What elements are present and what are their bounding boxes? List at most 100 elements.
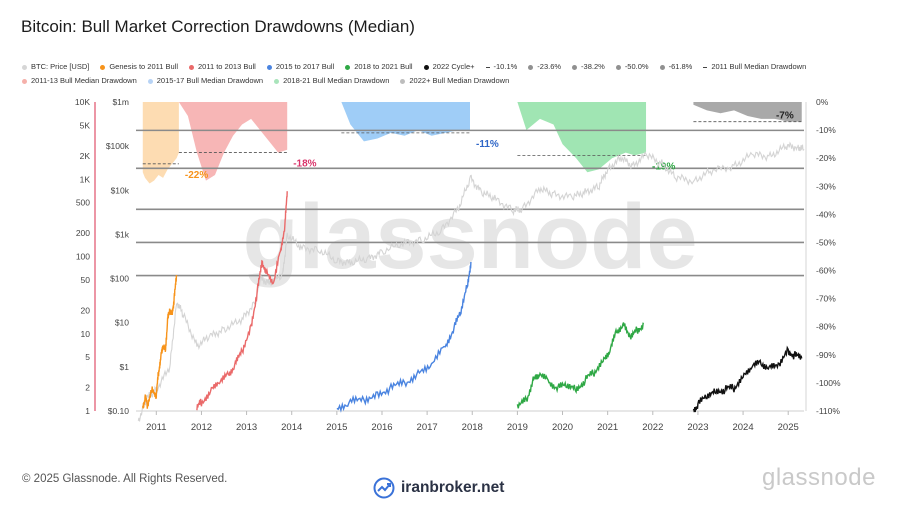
legend-marker bbox=[528, 64, 534, 70]
legend-label: -61.8% bbox=[668, 62, 693, 71]
legend-marker bbox=[22, 64, 27, 70]
median-drawdown-label: -11% bbox=[476, 139, 499, 150]
legend-marker bbox=[274, 78, 280, 84]
price-axis-label: $1k bbox=[115, 229, 129, 239]
legend-item[interactable]: -61.8% bbox=[659, 62, 693, 71]
x-tick-label: 2017 bbox=[417, 422, 438, 433]
legend-label: 2018-21 Bull Median Drawdown bbox=[283, 76, 390, 85]
legend-item[interactable]: -10.1% bbox=[485, 62, 517, 71]
price-axis-label: $10 bbox=[115, 318, 129, 328]
iranbroker-icon bbox=[373, 477, 395, 499]
cycle-series-line bbox=[196, 191, 288, 411]
median-drawdown-label: -19% bbox=[652, 161, 675, 172]
right-axis-label: -60% bbox=[816, 266, 836, 276]
cycle-series-line bbox=[142, 275, 178, 409]
legend-item[interactable]: 2011 Bull Median Drawdown bbox=[703, 62, 806, 71]
watermark-text: iranbroker.net bbox=[401, 479, 505, 496]
x-tick-label: 2016 bbox=[371, 422, 392, 433]
median-drawdown-label: -22% bbox=[185, 170, 208, 181]
legend-label: 2011-13 Bull Median Drawdown bbox=[31, 76, 137, 85]
x-tick-label: 2019 bbox=[507, 422, 528, 433]
median-drawdown-label: -7% bbox=[776, 111, 794, 122]
legend-marker bbox=[147, 78, 153, 84]
x-tick-label: 2020 bbox=[552, 422, 573, 433]
left-axis-label: 10 bbox=[81, 329, 91, 339]
legend-label: 2011 Bull Median Drawdown bbox=[711, 62, 807, 71]
median-drawdown-label: -18% bbox=[293, 159, 316, 170]
legend-marker bbox=[100, 64, 106, 70]
right-axis-label: 0% bbox=[816, 97, 829, 107]
left-axis-label: 1 bbox=[85, 406, 90, 416]
drawdown-band bbox=[178, 102, 288, 181]
chart-title: Bitcoin: Bull Market Correction Drawdown… bbox=[21, 17, 415, 36]
legend-marker bbox=[22, 78, 27, 84]
x-tick-label: 2024 bbox=[732, 422, 753, 433]
x-tick-label: 2023 bbox=[687, 422, 708, 433]
right-axis-label: -80% bbox=[816, 322, 836, 332]
right-axis-label: -50% bbox=[816, 237, 836, 247]
left-axis-label: 100 bbox=[76, 252, 90, 262]
legend-label: 2015-17 Bull Median Drawdown bbox=[156, 76, 264, 85]
legend-label: -23.6% bbox=[537, 62, 562, 71]
left-axis-label: 50 bbox=[81, 275, 91, 285]
left-axis-label: 1K bbox=[80, 174, 91, 184]
legend-item[interactable]: 2015 to 2017 Bull bbox=[266, 62, 334, 71]
legend-item[interactable]: BTC: Price [USD] bbox=[22, 62, 89, 71]
right-axis-label: -40% bbox=[816, 209, 836, 219]
copyright: © 2025 Glassnode. All Rights Reserved. bbox=[22, 473, 228, 485]
legend-marker bbox=[400, 78, 406, 84]
x-tick-label: 2015 bbox=[326, 422, 347, 433]
left-axis-label: 2 bbox=[85, 383, 90, 393]
legend-item[interactable]: -38.2% bbox=[572, 62, 605, 71]
drawdown-band bbox=[142, 102, 179, 184]
legend-marker bbox=[615, 64, 621, 70]
left-axis-label: 2K bbox=[80, 151, 91, 161]
price-axis-label: $1 bbox=[120, 362, 130, 372]
x-tick-label: 2022 bbox=[642, 422, 663, 433]
price-axis-label: $10k bbox=[111, 185, 130, 195]
price-axis-label: $100k bbox=[106, 141, 130, 151]
legend-item[interactable]: 2018-21 Bull Median Drawdown bbox=[274, 76, 389, 85]
legend-marker bbox=[485, 66, 490, 68]
left-axis-label: 5K bbox=[80, 120, 91, 130]
cycle-series-line bbox=[516, 322, 645, 409]
right-axis-label: -90% bbox=[816, 350, 836, 360]
legend-label: 2022 Cycle+ bbox=[432, 62, 475, 71]
right-axis-label: -30% bbox=[816, 181, 836, 191]
legend-item[interactable]: -50.0% bbox=[615, 62, 649, 71]
legend-item[interactable]: 2018 to 2021 Bull bbox=[345, 62, 413, 71]
right-axis-label: -110% bbox=[816, 406, 840, 416]
cycle-series-line bbox=[336, 261, 472, 413]
right-axis-label: -70% bbox=[816, 294, 836, 304]
drawdown-band bbox=[341, 102, 470, 142]
legend-item[interactable]: 2022 Cycle+ bbox=[423, 62, 475, 71]
x-tick-label: 2013 bbox=[236, 422, 257, 433]
price-axis-label: $100 bbox=[110, 274, 129, 284]
x-tick-label: 2025 bbox=[778, 422, 799, 433]
legend-item[interactable]: -23.6% bbox=[528, 62, 561, 71]
legend-label: BTC: Price [USD] bbox=[31, 62, 90, 71]
legend-item[interactable]: Genesis to 2011 Bull bbox=[100, 62, 178, 71]
legend-item[interactable]: 2022+ Bull Median Drawdown bbox=[400, 76, 509, 85]
legend-marker bbox=[423, 64, 429, 70]
cycle-series-line bbox=[692, 345, 803, 413]
legend-label: Genesis to 2011 Bull bbox=[109, 62, 178, 71]
brand-logo: glassnode bbox=[762, 464, 876, 491]
x-tick-label: 2018 bbox=[462, 422, 483, 433]
left-axis-label: 5 bbox=[85, 352, 90, 362]
x-tick-label: 2014 bbox=[281, 422, 302, 433]
legend-item[interactable]: 2011 to 2013 Bull bbox=[189, 62, 256, 71]
legend-marker bbox=[189, 64, 194, 70]
right-axis-label: -20% bbox=[816, 153, 836, 163]
legend-marker bbox=[703, 66, 708, 68]
legend-label: 2018 to 2021 Bull bbox=[354, 62, 413, 71]
price-axis-label: $0.10 bbox=[108, 406, 130, 416]
drawdown-band bbox=[693, 102, 802, 122]
legend-item[interactable]: 2015-17 Bull Median Drawdown bbox=[147, 76, 264, 85]
btc-price-line bbox=[137, 141, 805, 422]
right-axis-label: -100% bbox=[816, 378, 841, 388]
legend-item[interactable]: 2011-13 Bull Median Drawdown bbox=[22, 76, 137, 85]
x-tick-label: 2012 bbox=[191, 422, 212, 433]
left-axis-label: 20 bbox=[81, 305, 91, 315]
